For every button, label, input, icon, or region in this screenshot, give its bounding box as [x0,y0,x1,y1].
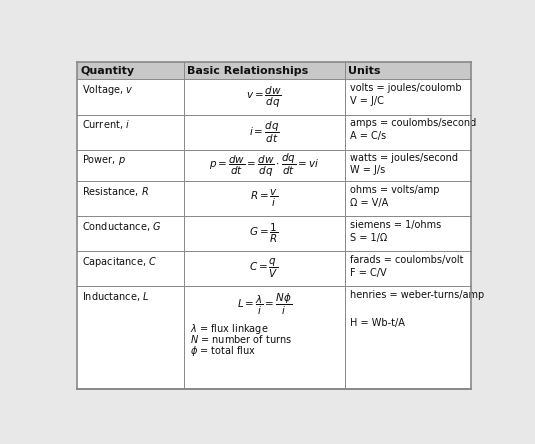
Text: Basic Relationships: Basic Relationships [187,66,308,75]
Text: $v = \dfrac{dw}{dq}$: $v = \dfrac{dw}{dq}$ [246,84,282,110]
Text: V = J/C: V = J/C [350,96,384,106]
Text: $N$ = number of turns: $N$ = number of turns [189,333,292,345]
Text: W = J/s: W = J/s [350,165,385,175]
Text: Inductance, $L$: Inductance, $L$ [82,289,149,302]
Text: siemens = 1/ohms: siemens = 1/ohms [350,219,441,230]
Text: Capacitance, $C$: Capacitance, $C$ [82,254,157,269]
Text: Resistance, $R$: Resistance, $R$ [82,185,149,198]
Text: $L = \dfrac{\lambda}{i} = \dfrac{N\phi}{i}$: $L = \dfrac{\lambda}{i} = \dfrac{N\phi}{… [236,292,292,317]
Text: F = C/V: F = C/V [350,268,386,278]
Text: Voltage, $v$: Voltage, $v$ [82,83,133,97]
Text: farads = coulombs/volt: farads = coulombs/volt [350,254,463,265]
Text: Ω = V/A: Ω = V/A [350,198,388,208]
Text: $G = \dfrac{1}{R}$: $G = \dfrac{1}{R}$ [249,222,279,246]
Bar [77,62,471,79]
Text: H = Wb-t/A: H = Wb-t/A [350,318,404,328]
Text: $\lambda$ = flux linkage: $\lambda$ = flux linkage [189,321,268,336]
Text: henries = weber-turns/amp: henries = weber-turns/amp [350,289,484,300]
Text: S = 1/Ω: S = 1/Ω [350,233,387,243]
Text: $p = \dfrac{dw}{dt} = \dfrac{dw}{dq} \cdot \dfrac{dq}{dt} = vi$: $p = \dfrac{dw}{dt} = \dfrac{dw}{dq} \cd… [209,152,319,179]
Text: $\phi$ = total flux: $\phi$ = total flux [189,344,256,357]
Text: ohms = volts/amp: ohms = volts/amp [350,185,439,194]
Text: volts = joules/coulomb: volts = joules/coulomb [350,83,462,93]
Text: $R = \dfrac{v}{i}$: $R = \dfrac{v}{i}$ [250,188,278,210]
Text: Quantity: Quantity [80,66,134,75]
Text: $C = \dfrac{q}{V}$: $C = \dfrac{q}{V}$ [249,257,279,281]
Text: watts = joules/second: watts = joules/second [350,153,458,163]
Text: Power, $p$: Power, $p$ [82,153,126,167]
Text: Current, $i$: Current, $i$ [82,118,130,131]
Text: $i = \dfrac{dq}{dt}$: $i = \dfrac{dq}{dt}$ [249,119,280,145]
Text: A = C/s: A = C/s [350,131,386,141]
Text: Conductance, $G$: Conductance, $G$ [82,219,161,233]
Text: amps = coulombs/second: amps = coulombs/second [350,118,476,128]
Text: Units: Units [348,66,381,75]
